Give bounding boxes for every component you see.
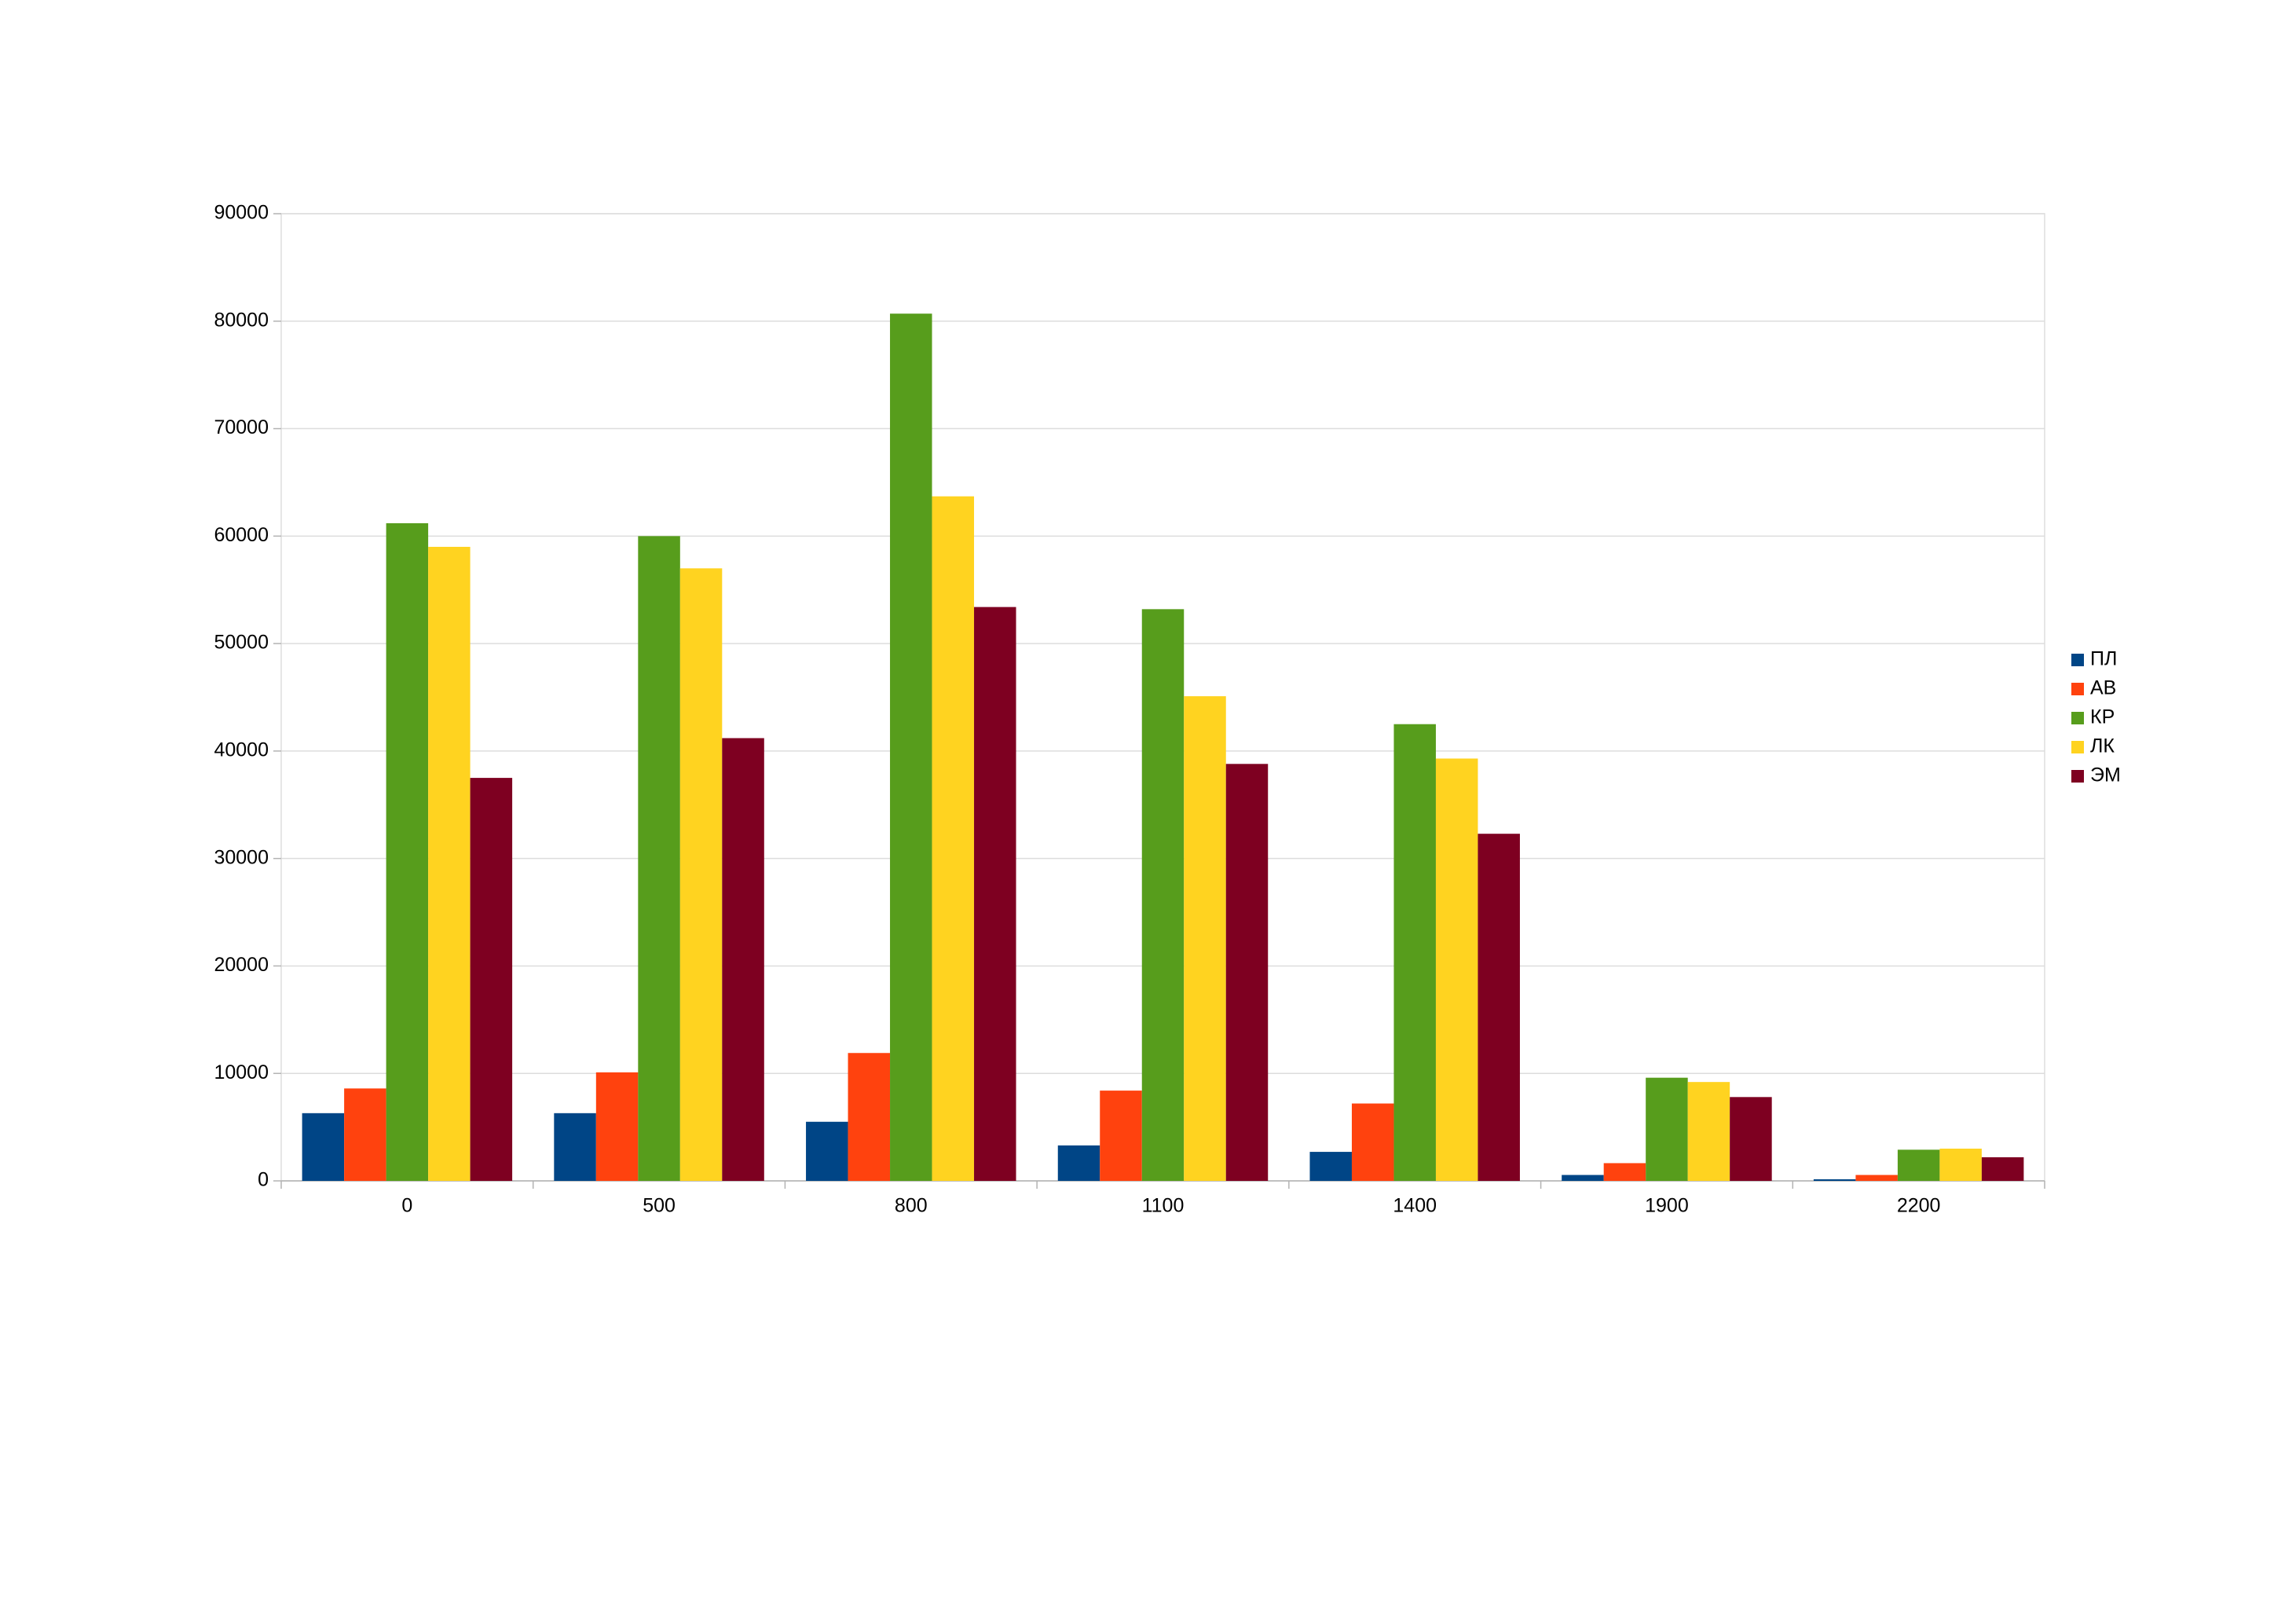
- bar: [1603, 1163, 1646, 1181]
- legend-key: [2071, 683, 2084, 695]
- y-tick-label: 60000: [214, 524, 269, 546]
- bar: [1939, 1148, 1982, 1181]
- bar: [1562, 1175, 1604, 1181]
- bar: [722, 738, 764, 1181]
- legend-label: АВ: [2090, 677, 2116, 699]
- bar: [595, 1072, 639, 1181]
- bar: [386, 522, 429, 1181]
- bar: [806, 1121, 848, 1181]
- bar: [302, 1113, 345, 1181]
- x-tick-label: 1100: [1142, 1195, 1185, 1217]
- bar: [1100, 1091, 1142, 1181]
- x-tick-label: 500: [643, 1195, 676, 1217]
- y-tick-label: 20000: [214, 954, 269, 976]
- bar: [1057, 1145, 1100, 1181]
- y-tick-label: 40000: [214, 739, 269, 761]
- y-tick-label: 90000: [214, 202, 269, 224]
- bar: [344, 1088, 386, 1181]
- x-tick-label: 800: [895, 1195, 928, 1217]
- bar: [1981, 1157, 2024, 1181]
- bar: [554, 1113, 596, 1181]
- bar: [1646, 1077, 1688, 1181]
- bar: [1435, 758, 1478, 1181]
- legend-label: ПЛ: [2090, 648, 2117, 670]
- bar: [1393, 724, 1436, 1181]
- legend-key: [2071, 654, 2084, 666]
- bar: [1855, 1175, 1898, 1181]
- legend-label: КР: [2090, 706, 2115, 728]
- y-tick-label: 50000: [214, 632, 269, 654]
- legend-key: [2071, 770, 2084, 783]
- y-tick-label: 30000: [214, 846, 269, 868]
- bar: [1897, 1149, 1940, 1181]
- bar: [1141, 609, 1185, 1181]
- legend-key: [2071, 741, 2084, 753]
- bar: [1813, 1179, 1856, 1181]
- bar: [1730, 1097, 1772, 1181]
- bar: [1478, 834, 1520, 1181]
- bar: [848, 1053, 891, 1181]
- x-tick-label: 2200: [1897, 1195, 1941, 1217]
- legend-label: ЛК: [2090, 735, 2115, 757]
- bar: [679, 568, 723, 1181]
- y-tick-label: 10000: [214, 1061, 269, 1083]
- legend-label: ЭМ: [2090, 764, 2121, 786]
- y-tick-label: 80000: [214, 309, 269, 331]
- legend-key: [2071, 712, 2084, 724]
- bar: [1687, 1082, 1730, 1181]
- bar: [428, 547, 471, 1181]
- bar: [1225, 764, 1269, 1181]
- bar: [638, 536, 680, 1181]
- bar: [470, 778, 513, 1181]
- bar: [890, 313, 932, 1181]
- x-tick-label: 1900: [1645, 1195, 1689, 1217]
- bar: [974, 607, 1016, 1181]
- x-tick-label: 1400: [1393, 1195, 1437, 1217]
- bar: [1351, 1103, 1394, 1181]
- bar: [1309, 1152, 1352, 1181]
- y-tick-label: 0: [258, 1169, 269, 1191]
- x-tick-label: 0: [401, 1195, 412, 1217]
- bar: [1184, 696, 1226, 1181]
- y-tick-label: 70000: [214, 416, 269, 438]
- bar: [932, 496, 975, 1181]
